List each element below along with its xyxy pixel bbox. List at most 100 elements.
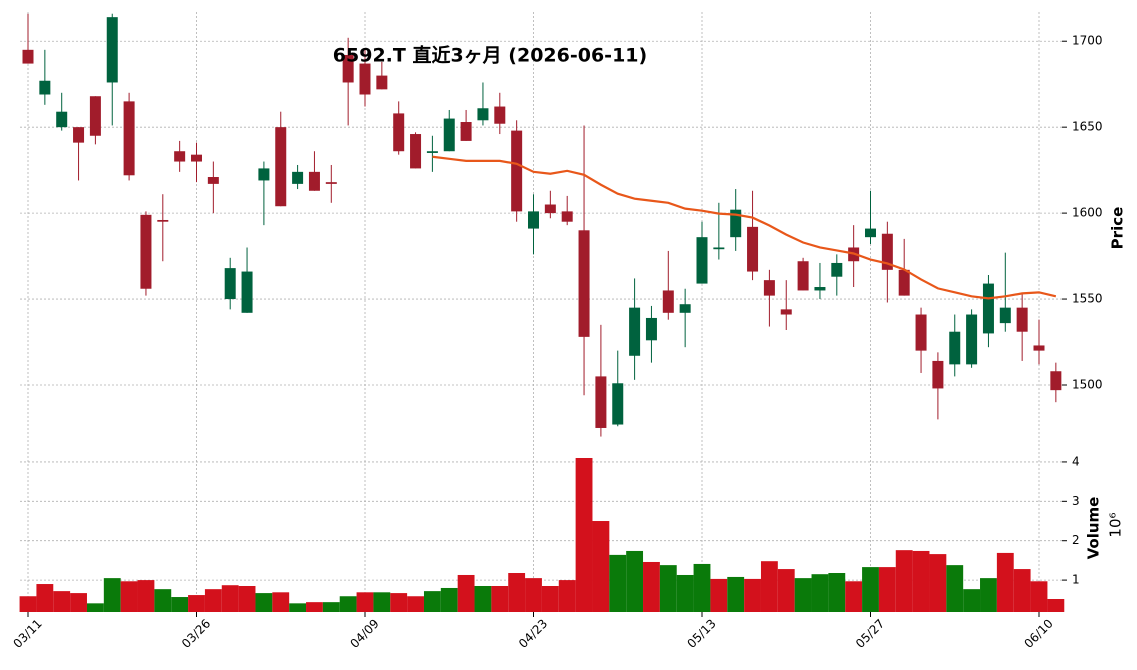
- volume-bar: [845, 581, 863, 612]
- candle-body: [865, 228, 876, 238]
- candle-body: [494, 106, 506, 124]
- candle-body: [730, 209, 742, 238]
- candle-body: [561, 211, 573, 222]
- volume-bar: [996, 552, 1014, 612]
- volume-bar: [777, 569, 795, 612]
- candle-body: [410, 134, 422, 169]
- volume-bar: [423, 591, 441, 612]
- candle-body: [460, 122, 472, 141]
- volume-bar: [980, 578, 997, 612]
- volume-bar: [221, 585, 239, 612]
- volume-bar: [558, 580, 576, 612]
- volume-bar: [255, 593, 273, 612]
- y-tick-label: 1500: [1072, 377, 1103, 391]
- candle-body: [191, 154, 202, 162]
- volume-bar: [912, 550, 930, 612]
- candle-body: [325, 182, 337, 184]
- candle-body: [932, 360, 944, 389]
- y-tick-label: 1600: [1072, 206, 1103, 220]
- volume-bar: [676, 574, 694, 612]
- volume-bar: [946, 565, 964, 612]
- volume-bar: [70, 593, 87, 612]
- volume-bar: [811, 574, 829, 612]
- volume-bar: [457, 574, 475, 612]
- y-tick-label: 3: [1072, 494, 1080, 508]
- volume-bar: [609, 554, 627, 612]
- y-tick-label: 1650: [1072, 120, 1103, 134]
- y-tick-label: 4: [1072, 454, 1080, 468]
- volume-bar: [19, 596, 37, 612]
- volume-bar: [238, 586, 256, 612]
- volume-bar: [1030, 581, 1048, 612]
- candle-body: [477, 108, 489, 121]
- candle-body: [426, 151, 438, 153]
- candle-body: [241, 271, 253, 313]
- candle-body: [763, 280, 775, 296]
- candle-body: [22, 49, 34, 64]
- volume-bar: [541, 586, 559, 612]
- x-tick-label: 05/13: [684, 616, 718, 650]
- candle-body: [511, 130, 523, 212]
- volume-bar: [508, 573, 526, 612]
- volume-bar: [289, 603, 307, 612]
- candle-body: [224, 268, 236, 300]
- y-tick-label: 1: [1072, 573, 1080, 587]
- candle-body: [1050, 371, 1062, 391]
- x-tick-label: 05/27: [853, 616, 887, 650]
- volume-bar: [171, 597, 189, 612]
- candle-body: [881, 233, 893, 270]
- candle-body: [56, 111, 68, 128]
- x-tick-label: 04/23: [516, 616, 550, 650]
- volume-bar: [862, 567, 879, 612]
- x-tick-label: 03/11: [10, 616, 44, 650]
- volume-bar: [659, 565, 677, 612]
- volume-bar: [963, 589, 981, 612]
- candle-body: [982, 283, 994, 334]
- volume-bar: [204, 589, 222, 612]
- candle-body: [275, 127, 287, 207]
- candle-body: [258, 168, 270, 181]
- candle-body: [595, 376, 607, 428]
- candle-body: [39, 80, 51, 95]
- volume-bar: [895, 550, 913, 612]
- volume-bar: [727, 576, 745, 612]
- candle-body: [140, 214, 152, 289]
- volume-bar: [272, 592, 290, 612]
- volume-bar: [407, 596, 424, 612]
- volume-bar: [120, 581, 138, 612]
- volume-bar: [828, 573, 846, 612]
- candle-body: [157, 219, 169, 222]
- volume-bar: [306, 602, 323, 612]
- volume-bar: [626, 550, 644, 612]
- volume-bar: [86, 603, 104, 612]
- volume-bar: [491, 586, 509, 612]
- volume-bar: [373, 592, 391, 612]
- volume-bar: [760, 561, 778, 612]
- candle-body: [89, 96, 101, 136]
- x-tick-label: 03/26: [179, 616, 213, 650]
- candle-body: [342, 54, 354, 83]
- volume-bar: [710, 578, 728, 612]
- volume-bar: [154, 589, 172, 612]
- volume-bar: [1013, 569, 1031, 612]
- volume-bar: [929, 554, 947, 612]
- volume-bar: [322, 602, 340, 612]
- volume-bar: [592, 521, 610, 612]
- volume-bar: [525, 578, 542, 612]
- candle-body: [999, 307, 1011, 324]
- candle-body: [629, 307, 641, 356]
- candle-body: [578, 230, 590, 337]
- candle-body: [696, 237, 708, 284]
- candle-body: [106, 17, 118, 83]
- candle-body: [645, 317, 657, 341]
- candle-body: [898, 269, 910, 296]
- volume-bar: [137, 580, 155, 612]
- candle-body: [814, 287, 826, 291]
- volume-bar: [53, 591, 71, 612]
- y-tick-label: 1550: [1072, 292, 1103, 306]
- candle-body: [713, 247, 725, 250]
- volume-bar: [693, 563, 711, 612]
- x-tick-label: 06/10: [1021, 616, 1055, 650]
- candle-body: [443, 118, 455, 152]
- candle-body: [393, 113, 405, 152]
